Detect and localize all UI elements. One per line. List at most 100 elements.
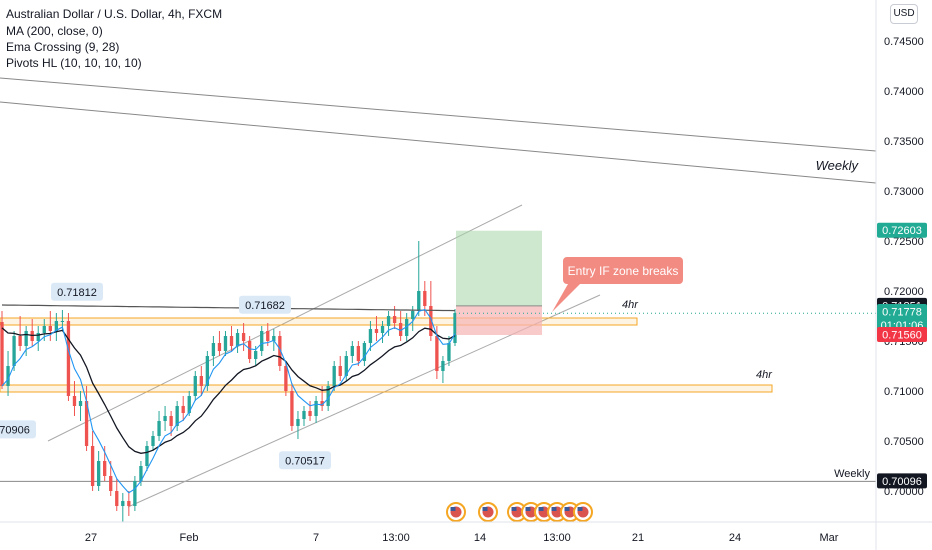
pivot-label-bg <box>51 282 103 301</box>
candle-body <box>121 501 125 506</box>
candle-body <box>175 406 179 426</box>
candle-body <box>54 321 59 331</box>
candle-body <box>36 333 40 341</box>
candle-body <box>6 366 10 386</box>
candle-body <box>374 329 379 333</box>
zone-label-lower: 4hr <box>756 369 773 381</box>
price-tick: 0.73500 <box>884 136 924 148</box>
price-badge-text: 0.71560 <box>882 330 922 342</box>
indicator-ema-crossing[interactable]: Ema Crossing (9, 28) <box>6 40 120 54</box>
candle-body <box>302 411 306 419</box>
candle-body <box>362 343 367 361</box>
ema-slow-line <box>1 327 456 454</box>
candle-body <box>139 466 143 481</box>
pivot-label-bg <box>279 451 331 470</box>
pivot-label: 0.71682 <box>239 295 291 314</box>
callout-text: Entry IF zone breaks <box>568 264 679 278</box>
indicator-ma[interactable]: MA (200, close, 0) <box>6 24 103 38</box>
candle-body <box>84 401 89 446</box>
channel-upper-line <box>47 204 523 442</box>
candle-body <box>109 476 113 491</box>
price-tick: 0.70500 <box>884 436 924 448</box>
candle-body <box>24 331 28 346</box>
candle-body <box>435 336 439 371</box>
candle-body <box>90 446 95 486</box>
price-tick: 0.74500 <box>884 36 924 48</box>
candle-body <box>368 329 373 343</box>
candle-body <box>96 461 101 486</box>
pivot-label-text: 0.70517 <box>285 455 325 467</box>
candle-body <box>320 401 324 406</box>
zone-label-upper: 4hr <box>622 299 639 311</box>
candle-body <box>205 356 210 386</box>
candle-body <box>326 386 330 406</box>
price-badge: 0.71560 <box>877 327 927 342</box>
time-tick: 7 <box>313 532 319 544</box>
price-badge-bg <box>877 473 927 489</box>
indicator-pivots[interactable]: Pivots HL (10, 10, 10, 10) <box>6 56 142 70</box>
weekly-level-label: Weekly <box>834 468 870 480</box>
pivot-label-bg <box>0 420 36 439</box>
weekly-trend-label: Weekly <box>816 158 860 173</box>
candle-body <box>356 346 361 361</box>
pivot-label: 0.70906 <box>0 420 36 439</box>
candle-body <box>278 336 282 366</box>
candle-body <box>211 343 216 356</box>
price-tick: 0.70000 <box>884 486 924 498</box>
time-tick: 27 <box>85 532 97 544</box>
price-tick: 0.73000 <box>884 186 924 198</box>
price-badge-bg <box>877 327 927 342</box>
time-tick: 24 <box>729 532 741 544</box>
candle-body <box>199 376 203 386</box>
candle-body <box>0 322 4 386</box>
candle-body <box>429 306 433 336</box>
candle-body <box>42 326 46 333</box>
candle-body <box>441 361 445 371</box>
candle-body <box>12 336 16 366</box>
candle-body <box>344 356 348 376</box>
event-flag-canton <box>538 507 544 511</box>
candle-body <box>398 323 403 336</box>
candle-body <box>133 481 137 506</box>
weekly-trendline-upper <box>0 77 876 152</box>
candle-body <box>145 446 149 466</box>
pivot-label: 0.71812 <box>51 282 103 301</box>
event-flag-canton <box>551 507 557 511</box>
candle-body <box>223 336 228 351</box>
candle-body <box>72 396 77 406</box>
time-tick: 14 <box>474 532 486 544</box>
candle-body <box>423 291 427 306</box>
event-icon <box>446 502 466 522</box>
pivot-label: 0.70517 <box>279 451 331 470</box>
price-tick: 0.71000 <box>884 386 924 398</box>
candle-body <box>229 336 234 346</box>
price-badge-bg <box>877 304 927 334</box>
price-badge-text: 0.70096 <box>882 476 922 488</box>
candle-body <box>115 491 119 506</box>
event-flag-canton <box>525 507 531 511</box>
currency-button[interactable]: USD <box>890 4 918 24</box>
plot-area: Entry IF zone breaks 4hr 4hr Weekly Weekly 0.… <box>0 77 876 522</box>
event-flag-canton <box>450 507 456 511</box>
candle-body <box>193 376 197 396</box>
candle-body <box>241 333 246 341</box>
chart-title: Australian Dollar / U.S. Dollar, 4h, FXC… <box>6 7 223 21</box>
ma-200-line <box>1 304 456 312</box>
candle-body <box>127 501 131 506</box>
candle-body <box>386 316 391 326</box>
candle-body <box>254 351 258 359</box>
candle-body <box>151 436 155 446</box>
callout-box <box>563 257 683 284</box>
event-icon <box>478 502 498 522</box>
price-badge: 0.72603 <box>877 222 927 238</box>
candle-body <box>217 343 222 351</box>
candle-body <box>350 346 354 356</box>
price-badge-text: 0.72603 <box>882 225 922 237</box>
candle-body <box>290 391 294 426</box>
candle-body <box>332 366 336 386</box>
event-flag-canton <box>511 507 517 511</box>
event-flag-canton <box>577 507 583 511</box>
time-tick: Mar <box>820 532 839 544</box>
candle-body <box>453 313 457 343</box>
